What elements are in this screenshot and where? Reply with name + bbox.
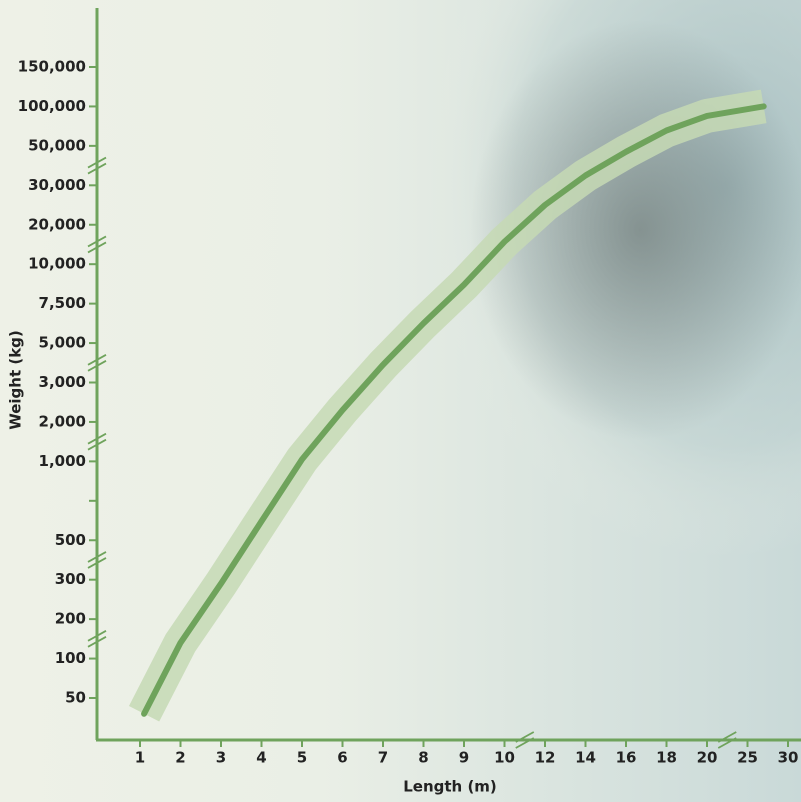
- x-tick-label: 9: [459, 749, 469, 767]
- y-tick-label: 3,000: [39, 373, 86, 391]
- x-tick-label: 7: [378, 749, 388, 767]
- y-axis-label: Weight (kg): [7, 330, 25, 430]
- x-tick-label: 3: [216, 749, 226, 767]
- axis-break: [87, 156, 107, 169]
- axis-break: [87, 241, 107, 254]
- y-tick-label: 200: [55, 610, 86, 628]
- x-tick-label: 2: [175, 749, 185, 767]
- axis-break: [717, 737, 737, 749]
- x-tick-label: 5: [297, 749, 307, 767]
- axis-break: [87, 557, 107, 569]
- axis-break: [717, 731, 737, 743]
- y-tick-label: 150,000: [18, 58, 86, 76]
- axis-break: [87, 438, 107, 451]
- axis-break: [87, 551, 107, 563]
- x-tick-label: 6: [337, 749, 347, 767]
- axis-break: [87, 162, 107, 175]
- axis-break: [87, 636, 107, 648]
- axis-break: [87, 630, 107, 642]
- y-tick-label: 30,000: [28, 176, 86, 194]
- y-tick-label: 2,000: [39, 412, 86, 430]
- axis-break: [87, 235, 107, 248]
- line: [141, 103, 767, 717]
- y-tick-label: 100,000: [18, 97, 86, 115]
- x-tick-label: 30: [778, 749, 799, 767]
- y-tick-label: 7,500: [39, 294, 86, 312]
- x-tick-label: 1: [135, 749, 145, 767]
- y-tick-label: 300: [55, 570, 86, 588]
- y-tick-label: 10,000: [28, 255, 86, 273]
- x-tick-label: 18: [656, 749, 677, 767]
- x-tick-label: 12: [535, 749, 556, 767]
- y-tick-label: 5,000: [39, 334, 86, 352]
- y-tick-label: 50,000: [28, 136, 86, 154]
- axis-break: [87, 359, 107, 372]
- y-tick-label: 500: [55, 531, 86, 549]
- x-tick-label: 8: [418, 749, 428, 767]
- y-tick-label: 50: [65, 689, 86, 707]
- axis-break: [87, 432, 107, 445]
- y-tick-label: 1,000: [39, 452, 86, 470]
- x-tick-label: 4: [256, 749, 266, 767]
- x-tick-label: 25: [737, 749, 758, 767]
- y-tick-label: 100: [55, 649, 86, 667]
- y-tick-label: 20,000: [28, 215, 86, 233]
- x-tick-label: 14: [575, 749, 596, 767]
- x-tick-label: 10: [494, 749, 515, 767]
- axis-break: [515, 731, 535, 743]
- axis-break: [515, 737, 535, 749]
- axis-break: [87, 353, 107, 366]
- x-tick-label: 16: [616, 749, 637, 767]
- x-tick-label: 20: [697, 749, 718, 767]
- x-axis-label: Length (m): [403, 778, 497, 796]
